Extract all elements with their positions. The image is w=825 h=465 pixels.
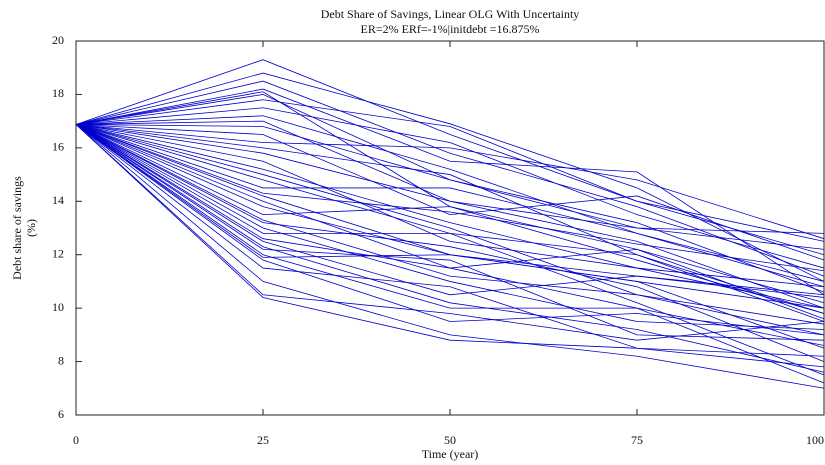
x-axis-label: Time (year) (422, 447, 479, 461)
series-line (75, 107, 825, 269)
y-tick-label: 8 (58, 353, 64, 367)
series-line (75, 124, 825, 362)
series-line (75, 124, 825, 282)
series-line (75, 124, 825, 272)
y-tick-label: 20 (52, 33, 64, 47)
series-line (75, 124, 825, 357)
y-axis-label: (%) (24, 219, 38, 237)
x-tick-label: 25 (257, 433, 269, 447)
x-tick-label: 50 (444, 433, 456, 447)
series-line (75, 124, 825, 309)
series-line (75, 124, 825, 325)
series-line (75, 88, 825, 296)
series-line (75, 99, 825, 256)
series-line (75, 124, 825, 341)
series-line (75, 124, 825, 261)
series-line (75, 124, 825, 330)
series-line (75, 124, 825, 322)
series-line (75, 124, 825, 346)
y-tick-label: 18 (52, 86, 64, 100)
series-line (75, 124, 825, 250)
chart-subtitle: ER=2% ERf=-1%|initdebt =16.875% (360, 22, 539, 36)
series-line (75, 59, 825, 242)
series-line (75, 124, 825, 296)
series-line (75, 124, 825, 373)
series-line (75, 124, 825, 293)
y-tick-label: 6 (58, 407, 64, 421)
lines (75, 59, 825, 389)
series-line (75, 124, 825, 240)
chart-title: Debt Share of Savings, Linear OLG With U… (321, 7, 580, 21)
y-tick-label: 10 (52, 300, 64, 314)
series-line (75, 94, 825, 234)
series-line (75, 124, 825, 384)
series-line (75, 124, 825, 314)
y-tick-label: 16 (52, 140, 64, 154)
series-line (75, 115, 825, 288)
series-line (75, 80, 825, 277)
series-line (75, 124, 825, 336)
series-line (75, 124, 825, 368)
x-tick-label: 75 (631, 433, 643, 447)
series-line (75, 124, 825, 309)
series-line (75, 124, 825, 336)
x-tick-label: 100 (806, 433, 824, 447)
y-axis-label: Debt share of savings (10, 176, 24, 280)
series-line (75, 124, 825, 389)
series-line (75, 91, 825, 320)
x-tick-label: 0 (73, 433, 79, 447)
series-line (75, 124, 825, 341)
y-tick-label: 14 (52, 193, 64, 207)
y-tick-label: 12 (52, 246, 64, 260)
